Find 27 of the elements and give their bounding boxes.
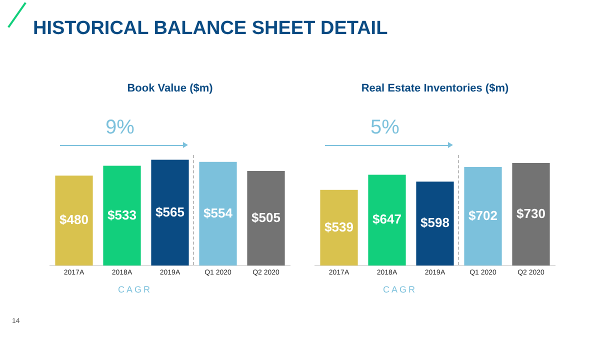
text: HISTORICAL BALANCE SHEET DETAIL — [33, 18, 388, 40]
chart-title: Real Estate Inventories ($m) — [361, 82, 509, 95]
data-label: $480 — [60, 212, 88, 228]
data-label: $702 — [468, 208, 498, 223]
data-label: $505 — [252, 210, 280, 225]
bar — [151, 160, 189, 266]
data-label: $554 — [204, 205, 234, 220]
text: 5% — [370, 116, 400, 139]
data-label: $730 — [516, 206, 546, 221]
bar — [199, 162, 237, 266]
bar — [247, 170, 285, 266]
bar — [103, 166, 141, 266]
data-label: $565 — [156, 204, 184, 220]
bar — [368, 174, 406, 266]
bar — [55, 176, 93, 266]
data-label: $533 — [108, 207, 136, 222]
data-label: $598 — [420, 215, 450, 230]
bar — [464, 166, 502, 266]
text: CAGR — [118, 284, 152, 294]
chart-title: Book Value ($m) — [127, 82, 214, 95]
data-label: $539 — [324, 219, 354, 234]
bar — [416, 182, 454, 266]
bar — [320, 190, 358, 266]
data-label: $647 — [372, 212, 402, 227]
text: 9% — [106, 116, 135, 139]
text: CAGR — [382, 284, 418, 294]
bar — [512, 163, 550, 266]
